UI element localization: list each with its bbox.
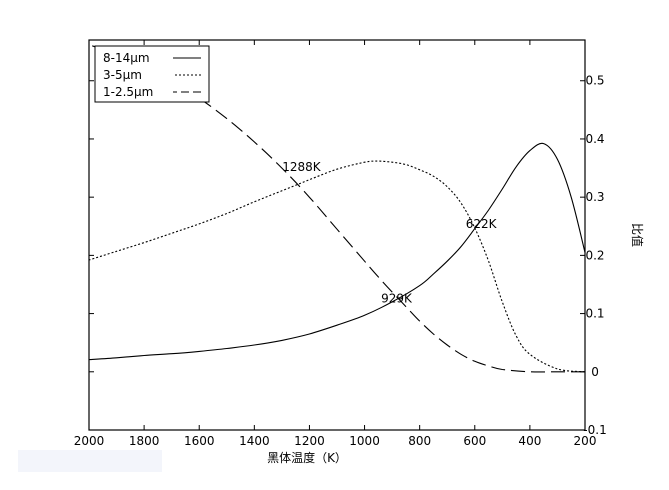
y-tick-label: 0.3 <box>585 190 604 204</box>
scan-artifact-band <box>18 450 162 472</box>
legend-label: 8-14μm <box>103 51 150 65</box>
intersection-label: 929K <box>381 291 413 305</box>
x-tick-label: 1800 <box>129 434 160 448</box>
series-layer <box>88 44 586 373</box>
x-tick-label: 800 <box>408 434 431 448</box>
x-tick-label: 2000 <box>74 434 105 448</box>
x-tick-label: 1000 <box>349 434 380 448</box>
intersection-label: 622K <box>466 217 498 231</box>
plot-frame <box>88 39 586 431</box>
legend-label: 3-5μm <box>103 68 142 82</box>
mirrored-figure: 200 400 600 800 1000 1200 1400 1600 1800 2000 -0.… <box>74 39 645 465</box>
series-line-2 <box>88 160 586 373</box>
y-tick-label: -0.1 <box>583 423 606 437</box>
annotations: 622K 929K 1288K <box>282 160 497 306</box>
x-tick-label: 1200 <box>294 434 325 448</box>
x-axis-ticks: 200 400 600 800 1000 1200 1400 1600 1800 2000 <box>74 40 597 448</box>
y-tick-label: 0.4 <box>585 132 604 146</box>
series-line-3 <box>88 44 586 373</box>
intersection-label: 1288K <box>282 160 322 174</box>
x-tick-label: 200 <box>574 434 597 448</box>
legend-label: 1-2.5μm <box>103 85 153 99</box>
x-tick-label: 1600 <box>184 434 215 448</box>
y-axis-label: 比值 <box>630 223 645 247</box>
y-tick-label: 0.1 <box>585 307 604 321</box>
series-line-1 <box>88 142 586 361</box>
legend-box <box>94 45 210 103</box>
y-tick-label: 0.2 <box>585 248 604 262</box>
x-tick-label: 600 <box>463 434 486 448</box>
y-tick-label: 0.5 <box>585 74 604 88</box>
legend: 8-14μm 3-5μm 1-2.5μm <box>94 45 210 103</box>
y-tick-label: 0 <box>591 365 599 379</box>
x-tick-label: 1400 <box>239 434 270 448</box>
y-axis-ticks: -0.1 0 0.1 0.2 0.3 0.4 0.5 <box>89 74 607 437</box>
x-tick-label: 400 <box>518 434 541 448</box>
x-axis-label: 黑体温度（K） <box>267 450 347 465</box>
